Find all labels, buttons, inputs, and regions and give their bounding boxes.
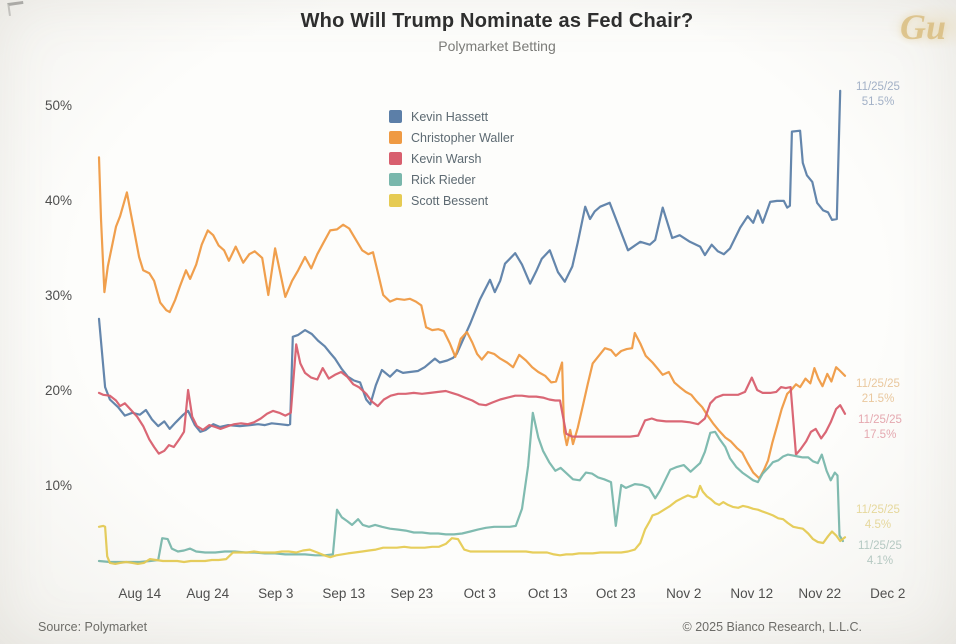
x-tick-label: Oct 13 [528, 586, 568, 601]
x-tick-label: Nov 12 [730, 586, 773, 601]
legend-swatch-kevin-hassett [389, 110, 402, 123]
end-label-date: 11/25/25 [856, 378, 900, 390]
series-line-christopher-waller [97, 156, 847, 480]
y-tick-label: 30% [45, 288, 72, 303]
end-label-value: 17.5% [863, 429, 897, 441]
end-label-kevin-warsh: 11/25/25 17.5% [847, 413, 913, 443]
legend-item-kevin-hassett: Kevin Hassett [389, 106, 514, 127]
legend-item-scott-bessent: Scott Bessent [389, 190, 514, 211]
legend-label: Kevin Warsh [411, 151, 482, 166]
end-label-scott-bessent: 11/25/25 4.5% [845, 503, 911, 533]
end-label-rick-rieder: 11/25/25 4.1% [847, 539, 913, 569]
legend-label: Rick Rieder [411, 172, 476, 187]
legend-swatch-scott-bessent [389, 194, 402, 207]
x-tick-label: Aug 14 [118, 586, 161, 601]
x-tick-label: Sep 3 [258, 586, 293, 601]
end-label-date: 11/25/25 [858, 540, 902, 552]
end-label-kevin-hassett: 11/25/25 51.5% [845, 80, 911, 110]
end-label-date: 11/25/25 [856, 81, 900, 93]
x-tick-label: Sep 13 [322, 586, 365, 601]
y-tick-label: 10% [45, 478, 72, 493]
legend-label: Scott Bessent [411, 193, 489, 208]
y-tick-label: 20% [45, 383, 72, 398]
watermark-logo: Gu [886, 4, 956, 50]
legend-item-rick-rieder: Rick Rieder [389, 169, 514, 190]
legend-label: Christopher Waller [411, 130, 515, 145]
end-label-value: 21.5% [861, 393, 895, 405]
end-label-value: 4.5% [864, 519, 892, 531]
source-note: Source: Polymarket [38, 620, 148, 634]
y-tick-label: 40% [45, 193, 72, 208]
legend-swatch-christopher-waller [389, 131, 402, 144]
end-label-value: 51.5% [861, 96, 895, 108]
y-tick-label: 50% [45, 98, 72, 113]
end-label-date: 11/25/25 [856, 504, 900, 516]
legend-item-kevin-warsh: Kevin Warsh [389, 148, 514, 169]
x-tick-label: Sep 23 [390, 586, 433, 601]
legend-label: Kevin Hassett [411, 109, 489, 124]
end-label-christopher-waller: 11/25/25 21.5% [845, 377, 911, 407]
end-label-date: 11/25/25 [858, 414, 902, 426]
end-label-value: 4.1% [866, 555, 894, 567]
chart-title: Who Will Trump Nominate as Fed Chair? [300, 10, 694, 32]
x-tick-label: Oct 3 [464, 586, 496, 601]
x-tick-label: Dec 2 [870, 586, 905, 601]
legend-swatch-rick-rieder [389, 173, 402, 186]
series-line-scott-bessent [97, 484, 847, 566]
legend: Kevin Hassett Christopher Waller Kevin War… [389, 106, 514, 211]
chart-subtitle: Polymarket Betting [438, 38, 556, 54]
x-tick-label: Nov 2 [666, 586, 701, 601]
legend-item-christopher-waller: Christopher Waller [389, 127, 514, 148]
copyright-note: © 2025 Bianco Research, L.L.C. [682, 620, 862, 634]
x-tick-label: Aug 24 [186, 586, 229, 601]
series-line-kevin-hassett [97, 89, 842, 433]
legend-swatch-kevin-warsh [389, 152, 402, 165]
series-line-kevin-warsh [97, 343, 847, 456]
series-line-rick-rieder [97, 411, 845, 564]
x-tick-label: Oct 23 [596, 586, 636, 601]
x-tick-label: Nov 22 [798, 586, 841, 601]
